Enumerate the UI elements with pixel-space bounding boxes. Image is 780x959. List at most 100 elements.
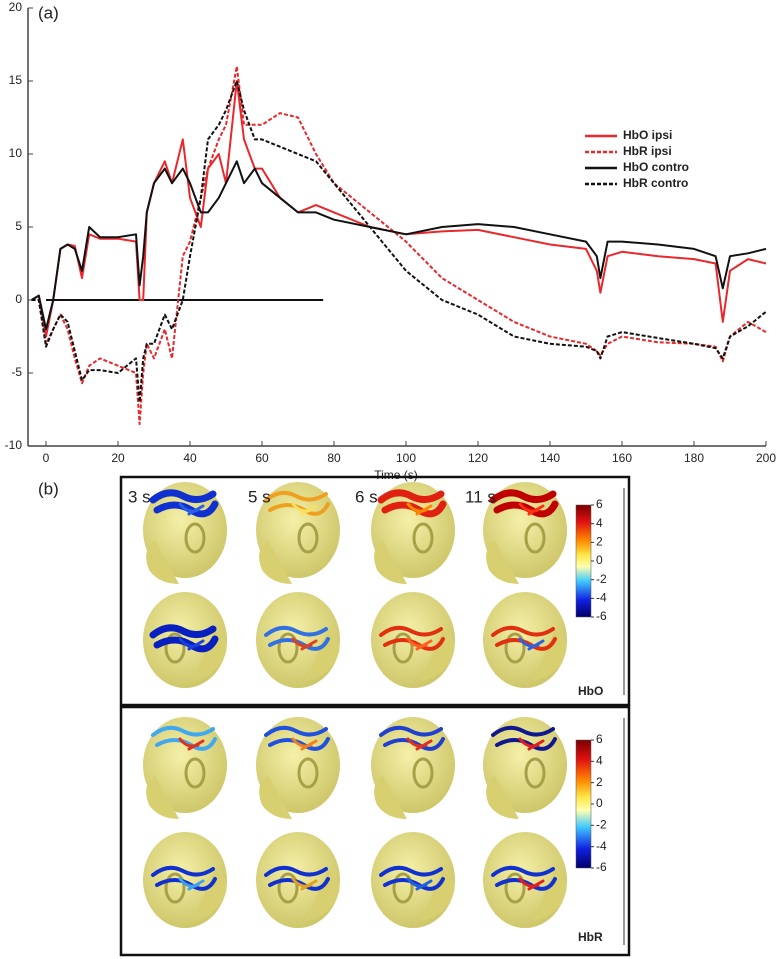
- colorbar: [575, 504, 592, 618]
- x-tick-label: 200: [756, 451, 776, 465]
- activation: [178, 877, 205, 891]
- face: [374, 540, 407, 584]
- head-images: [143, 482, 567, 928]
- colorbar-tick-label: -6: [596, 609, 607, 623]
- activation: [178, 502, 205, 516]
- activation: [291, 502, 318, 516]
- ear: [524, 757, 546, 789]
- colorbar-tick-label: -6: [596, 860, 607, 874]
- face: [259, 775, 292, 819]
- panel-label: (a): [38, 3, 59, 22]
- y-tick-label: 15: [9, 73, 23, 87]
- ear: [412, 757, 434, 789]
- face: [486, 540, 519, 584]
- activation: [406, 877, 433, 891]
- panel-label: (b): [38, 479, 59, 498]
- y-tick-label: -10: [5, 438, 23, 452]
- time-label: 3 s: [128, 487, 151, 506]
- colorbar-tick-label: -2: [596, 572, 607, 586]
- ear: [392, 632, 414, 664]
- series-line: [31, 80, 767, 404]
- face: [421, 630, 455, 680]
- y-tick-label: 20: [9, 0, 23, 14]
- ear: [504, 872, 526, 904]
- face: [259, 540, 292, 584]
- time-label: 6 s: [355, 487, 378, 506]
- face: [306, 630, 340, 680]
- legend-label: HbO ipsi: [623, 128, 672, 142]
- face: [193, 630, 227, 680]
- y-tick-label: -5: [11, 365, 22, 379]
- colorbar: [575, 739, 592, 869]
- face: [146, 540, 179, 584]
- activation: [406, 502, 433, 516]
- x-tick-label: 40: [183, 451, 197, 465]
- series-line: [31, 80, 767, 338]
- face: [486, 775, 519, 819]
- ear: [184, 522, 206, 554]
- colorbar-tick-label: 4: [596, 516, 603, 530]
- colorbar-tick-label: -4: [596, 591, 607, 605]
- legend-label: HbR ipsi: [623, 144, 672, 158]
- time-label: 11 s: [465, 487, 496, 506]
- panel-box: [119, 475, 631, 707]
- ear: [164, 872, 186, 904]
- group-label: HbO: [578, 684, 603, 698]
- series-line: [31, 160, 767, 331]
- face: [306, 870, 340, 920]
- legend-label: HbO contro: [623, 160, 689, 174]
- x-tick-label: 180: [684, 451, 704, 465]
- activation: [518, 877, 545, 891]
- colorbar-tick-label: 6: [596, 732, 603, 746]
- activation: [178, 637, 205, 651]
- ear: [392, 872, 414, 904]
- x-tick-label: 20: [111, 451, 125, 465]
- x-tick-label: 0: [43, 451, 50, 465]
- face: [374, 775, 407, 819]
- activation: [178, 737, 205, 751]
- ear: [524, 522, 546, 554]
- activation: [406, 737, 433, 751]
- colorbar-tick-label: 4: [596, 754, 603, 768]
- ear: [504, 632, 526, 664]
- ear: [412, 522, 434, 554]
- activation: [291, 877, 318, 891]
- panel-box: [119, 705, 631, 957]
- face: [533, 630, 567, 680]
- x-axis-label: Time (s): [374, 468, 418, 482]
- colorbar-tick-label: -4: [596, 839, 607, 853]
- ear: [184, 757, 206, 789]
- x-tick-label: 80: [327, 451, 341, 465]
- legend-label: HbR contro: [623, 176, 688, 190]
- face: [193, 870, 227, 920]
- x-tick-label: 140: [540, 451, 560, 465]
- activation: [291, 637, 318, 651]
- colorbar-tick-label: 0: [596, 796, 603, 810]
- face: [146, 775, 179, 819]
- x-tick-label: 100: [396, 451, 416, 465]
- face: [421, 870, 455, 920]
- ear: [277, 872, 299, 904]
- time-label: 5 s: [248, 487, 271, 506]
- activation: [518, 502, 545, 516]
- face: [533, 870, 567, 920]
- colorbar-tick-label: -2: [596, 818, 607, 832]
- colorbar-tick-label: 2: [596, 775, 603, 789]
- group-label: HbR: [578, 930, 603, 944]
- activation: [518, 737, 545, 751]
- y-tick-label: 0: [15, 292, 22, 306]
- x-tick-label: 160: [612, 451, 632, 465]
- series-line: [31, 65, 767, 426]
- activation: [291, 737, 318, 751]
- ear: [164, 632, 186, 664]
- x-tick-label: 120: [468, 451, 488, 465]
- activation: [406, 637, 433, 651]
- colorbar-tick-label: 2: [596, 535, 603, 549]
- x-tick-label: 60: [255, 451, 269, 465]
- colorbar-tick-label: 6: [596, 497, 603, 511]
- y-tick-label: 5: [15, 219, 22, 233]
- ear: [297, 522, 319, 554]
- colorbar-tick-label: 0: [596, 553, 603, 567]
